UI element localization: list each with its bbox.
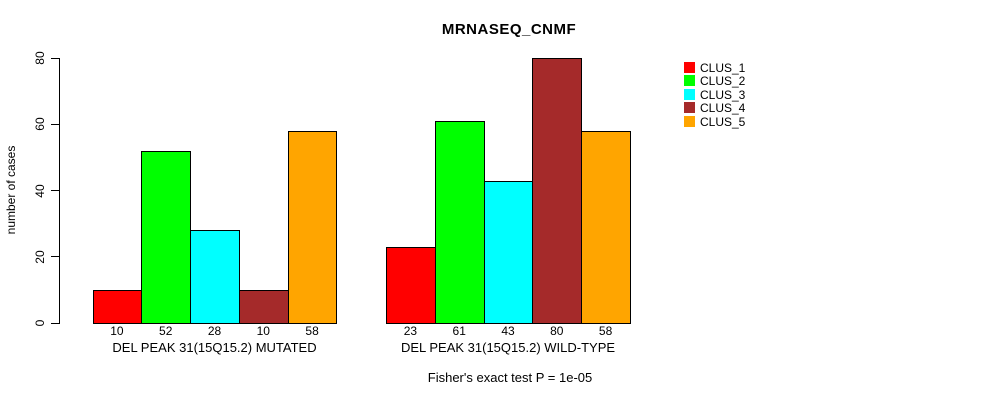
legend-swatch-icon (684, 115, 695, 127)
legend-row: CLUS_5 (684, 114, 774, 129)
legend-row: CLUS_1 (684, 60, 774, 75)
legend-row: CLUS_2 (684, 75, 774, 87)
bar-value-label: 10 (256, 324, 270, 338)
y-axis-tick-label: 60 (33, 117, 47, 131)
group-label: DEL PEAK 31(15Q15.2) MUTATED (112, 340, 317, 355)
bar-value-label: 10 (110, 324, 124, 338)
legend-label: CLUS_5 (700, 114, 746, 129)
bar-value-label: 43 (501, 324, 515, 338)
bar-clus_4 (532, 58, 583, 324)
bar-clus_2 (434, 120, 485, 324)
legend-swatch-icon (684, 102, 695, 114)
legend-swatch-icon (684, 88, 695, 100)
group-label: DEL PEAK 31(15Q15.2) WILD-TYPE (400, 340, 616, 355)
y-axis-tick (51, 256, 59, 258)
legend-swatch-icon (684, 61, 695, 73)
bar-value-label: 80 (550, 324, 564, 338)
chart-title: MRNASEQ_CNMF (441, 21, 577, 38)
bar-clus_3 (190, 230, 240, 324)
legend-label: CLUS_3 (700, 87, 746, 102)
y-axis-tick-label: 0 (33, 319, 47, 327)
legend-swatch-icon (684, 75, 695, 87)
bar-value-label: 61 (452, 324, 466, 338)
bar-value-label: 58 (305, 324, 319, 338)
legend-label: CLUS_1 (700, 60, 746, 75)
bar-clus_1 (386, 246, 436, 324)
bar-value-label: 58 (598, 324, 613, 338)
bar-value-label: 23 (403, 324, 418, 338)
y-axis-tick (51, 322, 59, 324)
legend-label: CLUS_2 (700, 74, 746, 89)
y-axis-tick (51, 123, 59, 125)
legend-label: CLUS_4 (700, 101, 746, 116)
y-axis-tick (51, 57, 59, 59)
bar-value-label: 28 (207, 324, 222, 338)
annotation-text: Fisher's exact test P = 1e-05 (427, 370, 593, 385)
bar-clus_5 (581, 130, 631, 324)
bar-clus_1 (92, 289, 143, 324)
y-axis-line (59, 58, 60, 324)
y-axis-tick-label: 20 (33, 250, 47, 264)
bar-clus_2 (141, 150, 192, 324)
bar-value-label: 52 (159, 324, 173, 338)
bar-clus_4 (238, 289, 289, 324)
y-axis-tick-label: 40 (33, 183, 47, 198)
bar-clus_5 (287, 130, 338, 324)
legend-row: CLUS_4 (684, 102, 774, 114)
y-axis-label: number of cases (4, 145, 18, 235)
y-axis-tick (51, 190, 59, 191)
legend-row: CLUS_3 (684, 87, 774, 102)
bar-clus_3 (483, 180, 534, 324)
y-axis-tick-label: 80 (33, 51, 47, 65)
